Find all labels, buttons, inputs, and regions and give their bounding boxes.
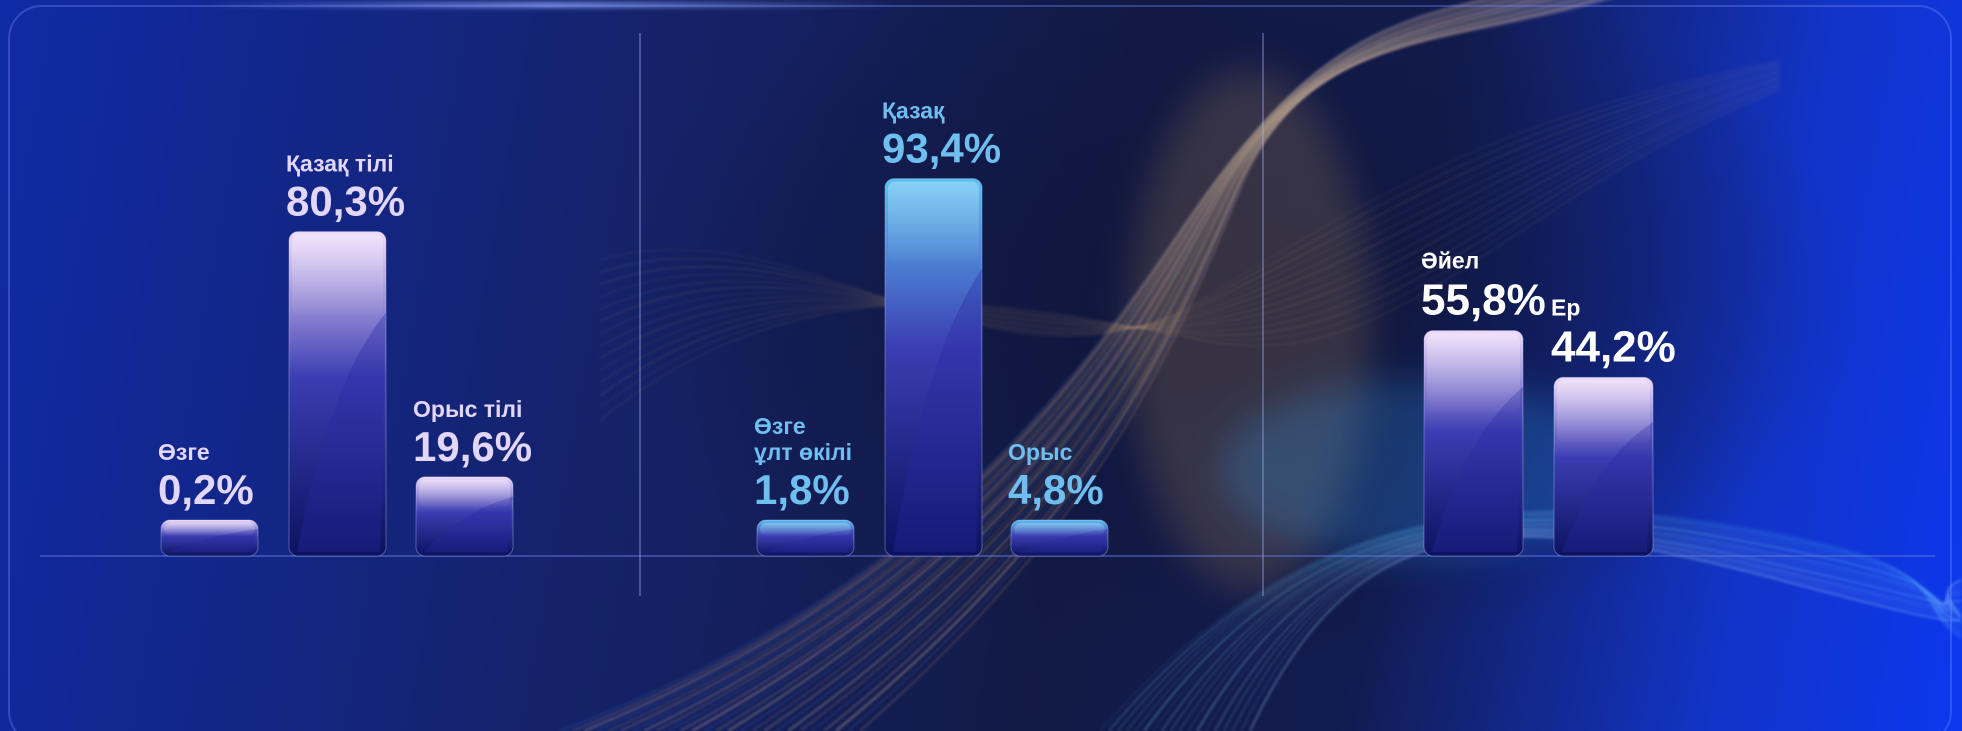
bar-gloss-3-2 — [1562, 422, 1653, 552]
category-label-3-1: Әйел — [1421, 248, 1479, 274]
chart-panel-3: 55,8%Әйел 44,2%Ер — [1421, 248, 1676, 557]
value-label-2-1: 1,8% — [754, 466, 850, 513]
bar-shine-1-3 — [419, 479, 510, 508]
value-label-3-1: 55,8% — [1421, 276, 1546, 325]
category-label-1-1: Өзге — [158, 439, 210, 465]
category-label-2-1-line-2: ұлт өкілі — [754, 439, 852, 465]
category-label-1-3: Орыс тілі — [413, 396, 522, 422]
bar-gloss-1-2 — [297, 312, 386, 552]
category-label-2-3: Орыс — [1008, 439, 1073, 465]
bar-shine-3-2 — [1557, 380, 1650, 443]
value-label-1-2: 80,3% — [286, 178, 405, 225]
bar-gloss-3-1 — [1432, 386, 1523, 552]
chart-panel-1: 0,2%Өзге 80,3%Қазақ тілі 19,6%Орыс тілі — [158, 151, 532, 557]
bar-shine-1-1 — [164, 523, 255, 536]
value-label-2-3: 4,8% — [1008, 466, 1104, 513]
value-label-2-2: 93,4% — [882, 125, 1001, 172]
category-label-2-1-line-1: Өзге — [754, 413, 806, 439]
value-label-1-3: 19,6% — [413, 423, 532, 470]
category-label-2-2: Қазақ — [882, 98, 945, 124]
bar-shine-2-2 — [888, 181, 979, 262]
category-label-3-2: Ер — [1551, 294, 1580, 320]
bar-shine-2-3 — [1014, 523, 1105, 536]
bar-shine-3-1 — [1427, 333, 1520, 413]
value-label-3-2: 44,2% — [1551, 322, 1676, 371]
category-label-1-2: Қазақ тілі — [286, 151, 394, 177]
bar-shine-2-1 — [760, 523, 851, 536]
bar-gloss-2-2 — [893, 268, 982, 552]
bar-2-2 — [884, 178, 983, 557]
bar-shine-1-2 — [292, 234, 383, 315]
value-label-1-1: 0,2% — [158, 466, 254, 513]
top-edge-glow — [200, 2, 900, 8]
bar-gloss-1-3 — [424, 496, 513, 552]
